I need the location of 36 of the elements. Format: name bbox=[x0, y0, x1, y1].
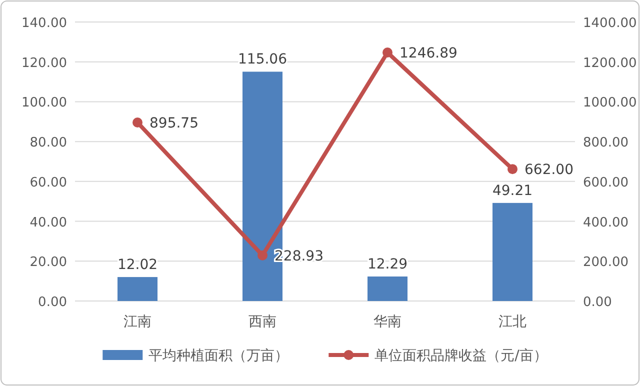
point bbox=[258, 250, 268, 260]
y-tick-label: 120.00 bbox=[22, 56, 67, 71]
y2-tick-label: 800.00 bbox=[583, 136, 628, 151]
y2-tick-label: 1000.00 bbox=[583, 96, 637, 111]
y-tick-label: 0.00 bbox=[38, 295, 67, 310]
x-tick-label: 江南 bbox=[124, 314, 152, 330]
data-label: 662.00 bbox=[524, 162, 574, 178]
data-label: 12.02 bbox=[117, 257, 158, 274]
y-tick-label: 60.00 bbox=[30, 175, 67, 190]
point bbox=[508, 164, 518, 174]
y2-tick-label: 400.00 bbox=[583, 215, 628, 230]
y2-tick-label: 0.00 bbox=[583, 295, 612, 310]
data-label: 115.06 bbox=[238, 52, 288, 68]
y2-tick-label: 1400.00 bbox=[583, 16, 637, 31]
point bbox=[382, 48, 392, 58]
data-label: 1246.89 bbox=[400, 46, 458, 62]
y2-tick-label: 1200.00 bbox=[583, 56, 637, 71]
y-tick-label: 20.00 bbox=[30, 255, 67, 270]
legend-label: 平均种植面积（万亩） bbox=[148, 348, 289, 364]
y2-tick-label: 600.00 bbox=[583, 175, 628, 190]
data-label: 49.21 bbox=[492, 182, 533, 199]
bar bbox=[492, 202, 532, 301]
point bbox=[132, 117, 142, 128]
x-tick-label: 江北 bbox=[498, 314, 526, 330]
bar bbox=[118, 277, 158, 301]
y-tick-label: 40.00 bbox=[30, 215, 67, 230]
x-tick-label: 西南 bbox=[248, 314, 276, 330]
y-tick-label: 140.00 bbox=[22, 16, 67, 31]
y-tick-label: 80.00 bbox=[30, 136, 67, 151]
y-tick-label: 100.00 bbox=[22, 96, 67, 111]
legend-label: 单位面积品牌收益（元/亩） bbox=[374, 348, 548, 364]
bar bbox=[368, 276, 408, 301]
data-label: 12.29 bbox=[367, 256, 408, 273]
x-tick-label: 华南 bbox=[374, 314, 402, 330]
y2-tick-label: 200.00 bbox=[583, 255, 628, 270]
data-label: 895.75 bbox=[150, 115, 198, 132]
